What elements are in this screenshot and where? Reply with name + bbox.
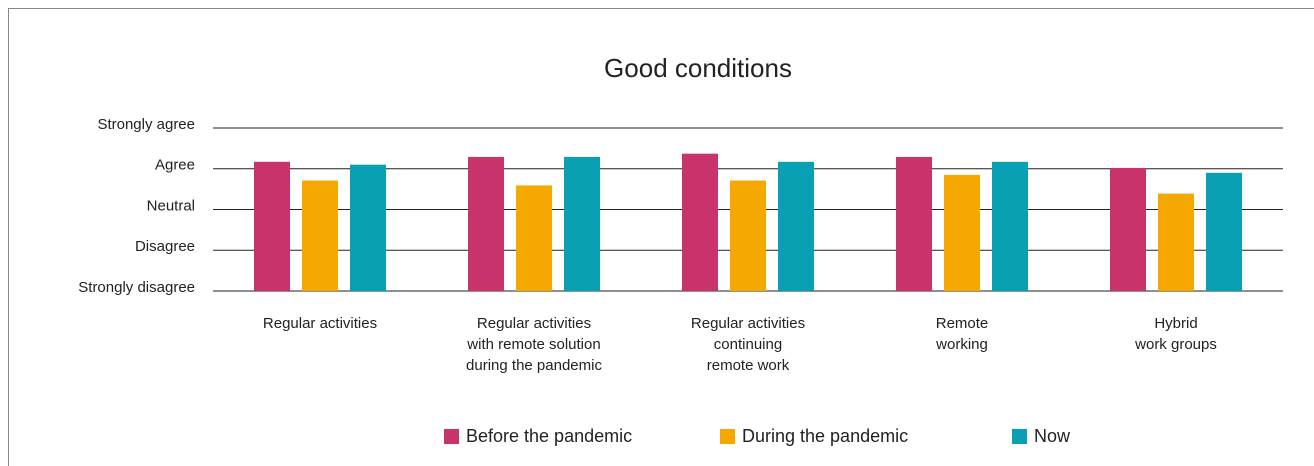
legend-label: Before the pandemic	[466, 426, 632, 446]
bar	[254, 161, 290, 291]
bar	[944, 174, 980, 291]
legend-label: Now	[1034, 426, 1071, 446]
bar	[1110, 167, 1146, 291]
legend-label: During the pandemic	[742, 426, 908, 446]
y-tick-label: Disagree	[135, 238, 195, 255]
y-tick-label: Neutral	[147, 197, 195, 214]
x-tick-label: Remote working	[935, 315, 989, 353]
bar	[778, 161, 814, 291]
bar	[992, 161, 1028, 291]
legend-swatch	[1012, 429, 1027, 444]
bar	[1206, 172, 1242, 291]
x-tick-label: Regular activities with remote solution …	[466, 315, 602, 374]
bar	[896, 156, 932, 291]
bar	[1158, 193, 1194, 291]
bar	[350, 164, 386, 291]
bar	[516, 185, 552, 291]
x-tick-label: Regular activities	[262, 315, 378, 332]
bar	[468, 156, 504, 291]
frame	[8, 8, 1314, 466]
bar	[730, 180, 766, 291]
legend-swatch	[720, 429, 735, 444]
y-tick-label: Strongly disagree	[78, 279, 195, 296]
y-tick-label: Agree	[155, 157, 195, 174]
legend-swatch	[444, 429, 459, 444]
bar	[564, 156, 600, 291]
bar	[682, 153, 718, 291]
y-tick-label: Strongly agree	[97, 116, 195, 133]
chart-title: Good conditions	[604, 53, 792, 83]
x-tick-label: Regular activities continuing remote wor…	[690, 315, 806, 374]
bar	[302, 180, 338, 291]
x-tick-label: Hybrid work groups	[1135, 315, 1217, 353]
